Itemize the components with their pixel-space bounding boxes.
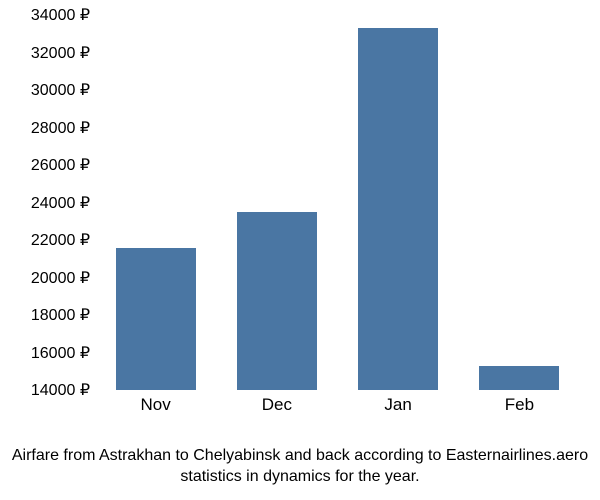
y-tick-label: 30000 ₽: [0, 80, 90, 100]
chart-container: Airfare from Astrakhan to Chelyabinsk an…: [0, 0, 600, 500]
y-tick-label: 32000 ₽: [0, 43, 90, 63]
bar: [358, 28, 438, 390]
bar: [116, 248, 196, 391]
bar: [237, 212, 317, 390]
x-tick-label: Jan: [384, 395, 411, 415]
y-tick-label: 18000 ₽: [0, 305, 90, 325]
x-tick-label: Feb: [505, 395, 534, 415]
bar: [479, 366, 559, 390]
x-tick-label: Dec: [262, 395, 292, 415]
y-tick-label: 16000 ₽: [0, 343, 90, 363]
y-tick-label: 34000 ₽: [0, 5, 90, 25]
y-tick-label: 28000 ₽: [0, 118, 90, 138]
x-tick-label: Nov: [141, 395, 171, 415]
y-tick-label: 24000 ₽: [0, 193, 90, 213]
chart-caption: Airfare from Astrakhan to Chelyabinsk an…: [0, 445, 600, 488]
y-tick-label: 20000 ₽: [0, 268, 90, 288]
y-tick-label: 26000 ₽: [0, 155, 90, 175]
plot-area: [95, 15, 580, 390]
y-tick-label: 14000 ₽: [0, 380, 90, 400]
y-tick-label: 22000 ₽: [0, 230, 90, 250]
